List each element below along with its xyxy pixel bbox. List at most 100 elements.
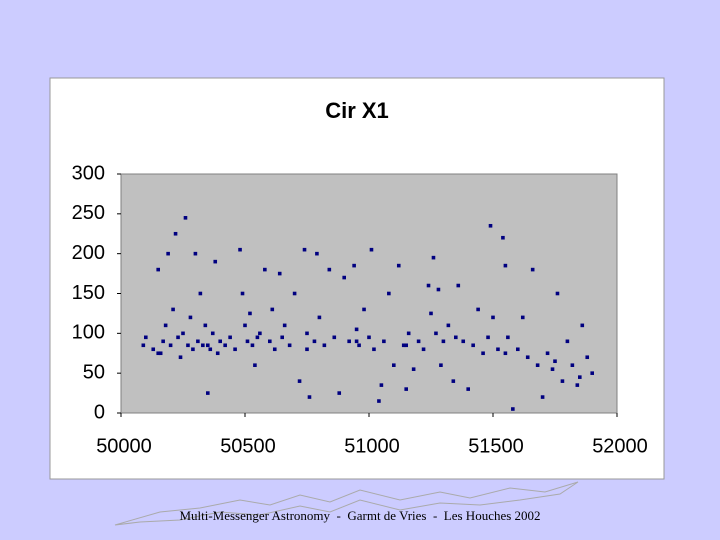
point — [416, 339, 421, 344]
point — [461, 339, 466, 344]
x-tick-label: 50000 — [96, 435, 152, 457]
plot-area — [120, 173, 618, 414]
point — [141, 343, 146, 348]
point — [315, 251, 319, 256]
point — [206, 391, 210, 395]
point — [503, 351, 508, 356]
point — [168, 343, 173, 348]
point — [431, 255, 436, 260]
point — [486, 335, 490, 340]
point — [183, 216, 188, 220]
point — [354, 339, 359, 344]
point — [560, 379, 565, 383]
point — [243, 323, 247, 328]
x-tick-label: 51500 — [468, 435, 524, 457]
point — [367, 335, 371, 340]
x-tick-label: 51000 — [344, 435, 400, 457]
point — [178, 355, 183, 360]
point — [156, 267, 160, 272]
point — [379, 383, 384, 387]
chart-title: Cir X1 — [325, 98, 389, 123]
point — [369, 247, 374, 252]
point — [228, 335, 232, 340]
point — [201, 343, 205, 348]
point — [171, 307, 175, 312]
point — [456, 283, 461, 288]
point — [292, 291, 297, 296]
point — [352, 263, 356, 268]
point — [516, 347, 520, 352]
point — [213, 259, 218, 264]
point — [570, 363, 575, 367]
point — [488, 223, 493, 228]
point — [277, 271, 282, 276]
point — [511, 407, 515, 411]
point — [248, 311, 252, 316]
point — [354, 327, 359, 332]
point — [404, 343, 408, 348]
point — [206, 343, 210, 348]
point — [553, 359, 557, 364]
point — [411, 367, 416, 371]
point — [503, 263, 508, 268]
footer: Multi-Messenger Astronomy - Garmt de Vri… — [179, 508, 540, 523]
point — [454, 335, 458, 340]
point — [392, 363, 396, 367]
point — [272, 347, 277, 352]
point — [347, 339, 351, 344]
point — [578, 375, 582, 379]
point — [305, 347, 309, 352]
point — [491, 315, 495, 320]
point — [496, 347, 500, 352]
y-tick-label: 150 — [72, 282, 105, 304]
point — [245, 339, 250, 344]
point — [525, 355, 530, 360]
y-tick-label: 100 — [72, 322, 105, 344]
point — [471, 343, 475, 348]
point — [215, 351, 220, 356]
point — [585, 355, 590, 360]
point — [268, 339, 272, 344]
y-tick-label: 250 — [72, 202, 105, 224]
point — [196, 339, 200, 344]
point — [151, 347, 156, 352]
point — [282, 323, 287, 328]
point — [342, 275, 346, 280]
point — [545, 351, 550, 356]
point — [188, 315, 193, 320]
point — [312, 339, 317, 344]
point — [233, 347, 237, 352]
point — [506, 335, 510, 340]
point — [327, 267, 332, 272]
point — [173, 231, 178, 236]
point — [429, 311, 433, 316]
point — [144, 335, 148, 340]
point — [404, 387, 408, 391]
point — [476, 307, 480, 312]
point — [555, 291, 560, 296]
y-tick-label: 0 — [94, 401, 105, 423]
point — [466, 387, 470, 391]
point — [441, 339, 446, 344]
y-tick-label: 300 — [72, 162, 105, 184]
point — [436, 287, 441, 292]
point — [302, 247, 307, 252]
point — [156, 351, 160, 356]
point — [372, 347, 376, 352]
point — [307, 395, 312, 399]
point — [258, 331, 262, 336]
point — [193, 251, 198, 256]
point — [270, 307, 275, 312]
point — [240, 291, 245, 296]
point — [238, 247, 242, 252]
point — [317, 315, 322, 320]
point — [401, 343, 406, 348]
point — [263, 267, 267, 272]
point — [421, 347, 426, 352]
point — [406, 331, 411, 336]
point — [565, 339, 570, 344]
point — [501, 235, 505, 240]
point — [223, 343, 227, 348]
point — [377, 399, 381, 403]
